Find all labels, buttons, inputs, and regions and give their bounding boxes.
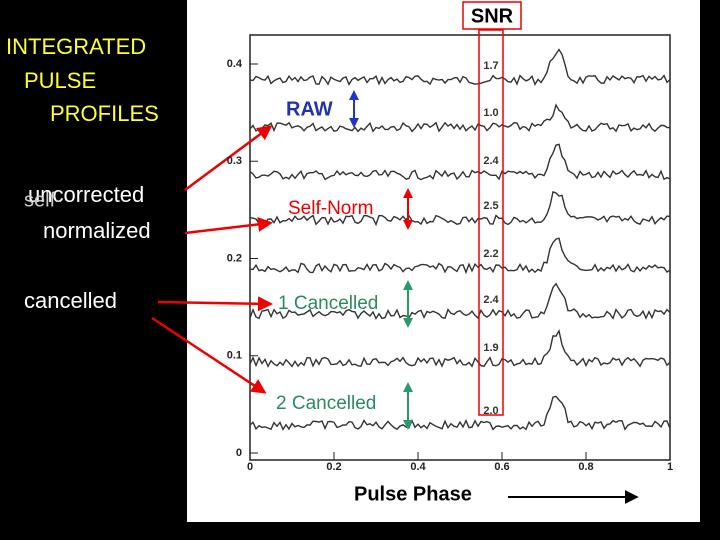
x-tick-label: 0.8: [578, 461, 593, 473]
side-label: uncorrected: [28, 182, 144, 207]
x-tick-label: 0.2: [326, 461, 341, 473]
profile-trace: [249, 190, 671, 227]
profile-trace: [249, 328, 671, 368]
x-tick-label: 1: [667, 461, 673, 473]
snr-box: [478, 29, 504, 416]
y-tick-label: 0: [236, 447, 242, 459]
snr-value: 2.5: [483, 200, 498, 212]
arrow: [157, 296, 273, 312]
x-tick-label: 0.4: [410, 461, 426, 473]
arrow: [184, 125, 273, 192]
arrow: [184, 216, 273, 235]
y-tick-label: 0.1: [227, 350, 242, 362]
title: PROFILES: [50, 101, 159, 126]
y-tick-label: 0.4: [227, 58, 243, 70]
annotation: RAW: [286, 98, 333, 120]
profile-trace: [249, 48, 671, 87]
snr-header-box: [462, 1, 522, 30]
snr-value: 2.4: [483, 155, 499, 167]
x-tick-label: 0.6: [494, 461, 509, 473]
snr-value: 1.9: [483, 342, 498, 354]
snr-header: SNR: [471, 5, 514, 27]
side-label: self-: [24, 189, 62, 211]
traces: [249, 48, 671, 431]
x-axis-label: Pulse Phase: [354, 483, 472, 505]
annotation: 2 Cancelled: [276, 393, 376, 414]
pointer-arrows: [151, 125, 273, 394]
title: INTEGRATED: [6, 34, 146, 59]
annotation: Self-Norm: [288, 198, 374, 219]
side-label: cancelled: [24, 288, 117, 313]
plot-frame: [249, 34, 671, 461]
snr-value: 2.0: [483, 405, 498, 417]
snr-value: 2.2: [483, 248, 498, 260]
annotation: 1 Cancelled: [278, 293, 378, 314]
y-tick-label: 0.3: [227, 155, 242, 167]
plot-panel: [187, 0, 700, 522]
side-label: normalized: [43, 218, 151, 243]
x-tick-label: 0: [247, 461, 253, 473]
snr-value: 1.0: [483, 107, 498, 119]
profile-trace: [249, 103, 671, 133]
title: PULSE: [24, 68, 96, 93]
profile-trace: [249, 282, 671, 320]
arrow: [151, 316, 267, 394]
y-tick-label: 0.2: [227, 252, 242, 264]
snr-value: 2.4: [483, 294, 499, 306]
profile-trace: [249, 237, 671, 275]
snr-value: 1.7: [483, 60, 498, 72]
profile-trace: [249, 143, 671, 181]
profile-trace: [249, 395, 671, 431]
